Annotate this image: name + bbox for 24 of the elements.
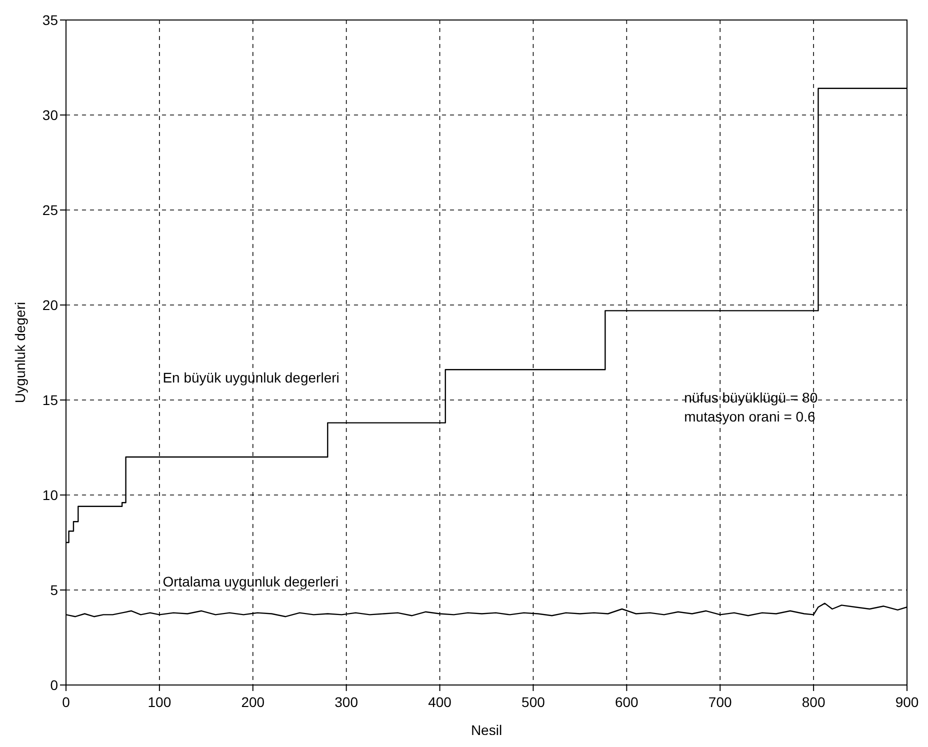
- y-tick-label: 30: [42, 106, 58, 123]
- y-tick-label: 10: [42, 486, 58, 503]
- text: En büyük uygunluk degerleri: [162, 369, 340, 386]
- x-tick-label: 700: [708, 694, 732, 710]
- y-tick-label: 20: [42, 296, 58, 313]
- annotation: nüfus büyüklügü = 80: [684, 389, 818, 406]
- annotation: mutasyon orani = 0.6: [684, 408, 816, 424]
- x-tick-label: 500: [522, 694, 546, 710]
- x-tick-label: 0: [62, 694, 70, 710]
- x-tick-label: 800: [802, 694, 826, 710]
- y-tick-label: 15: [42, 392, 58, 408]
- x-tick-label: 400: [428, 694, 452, 710]
- y-tick-label: 5: [50, 582, 58, 598]
- y-tick-label: 25: [42, 202, 58, 218]
- x-tick-label: 300: [334, 694, 358, 710]
- x-tick-label: 900: [895, 694, 919, 710]
- y-axis-title: Uygunluk degeri: [12, 302, 28, 404]
- y-tick-label: 35: [42, 12, 58, 28]
- x-tick-label: 200: [241, 694, 265, 710]
- x-axis-title: Nesil: [470, 722, 502, 738]
- series-label: Ortalama uygunluk degerleri: [162, 574, 339, 590]
- x-tick-label: 600: [614, 694, 639, 710]
- y-tick-label: 0: [50, 676, 58, 693]
- x-tick-label: 100: [148, 694, 172, 710]
